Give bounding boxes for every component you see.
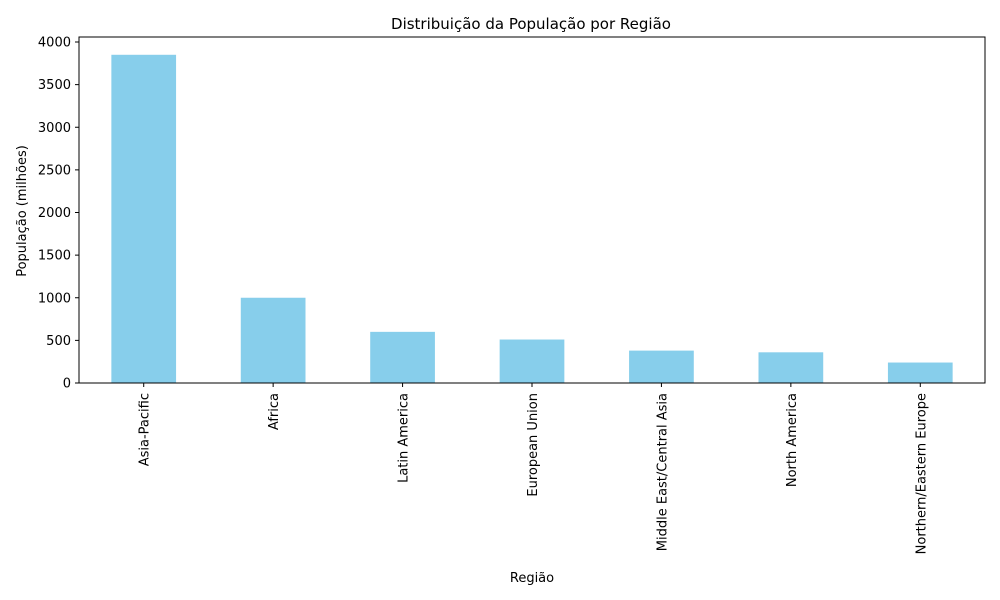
y-tick-label: 3000 [38, 121, 71, 136]
bar-1 [240, 297, 306, 383]
y-tick-label: 4000 [38, 36, 71, 51]
y-tick-label: 3500 [38, 78, 71, 93]
x-tick-label: Middle East/Central Asia [655, 393, 670, 551]
bar-2 [370, 331, 435, 383]
y-tick-label: 1500 [38, 249, 71, 264]
bar-0 [111, 54, 177, 383]
x-tick-label: Asia-Pacific [138, 393, 153, 466]
bar-3 [499, 339, 565, 383]
bars-group [111, 54, 953, 383]
x-axis-label: Região [510, 571, 554, 586]
bar-4 [629, 350, 694, 383]
x-tick-label: Africa [267, 393, 282, 430]
x-tick-label: North America [785, 393, 800, 487]
y-tick-label: 1000 [38, 291, 71, 306]
plot-frame [78, 36, 986, 384]
x-tick-label: European Union [526, 393, 541, 497]
bar-6 [887, 362, 953, 383]
y-tick-label: 0 [63, 377, 71, 392]
x-tick-label: Latin America [397, 393, 412, 483]
y-tick-label: 2000 [38, 206, 71, 221]
y-axis-label: População (milhões) [15, 145, 30, 277]
y-axis-ticks: 0 500 1000 1500 2000 2500 3000 3500 4000 [38, 36, 79, 392]
y-tick-label: 500 [46, 334, 71, 349]
y-tick-label: 2500 [38, 163, 71, 178]
x-tick-label: Northern/Eastern Europe [914, 393, 929, 554]
chart-title: Distribuição da População por Região [391, 15, 671, 33]
bar-5 [758, 352, 824, 383]
x-axis-ticks: Asia-Pacific Africa Latin America European … [138, 383, 929, 554]
